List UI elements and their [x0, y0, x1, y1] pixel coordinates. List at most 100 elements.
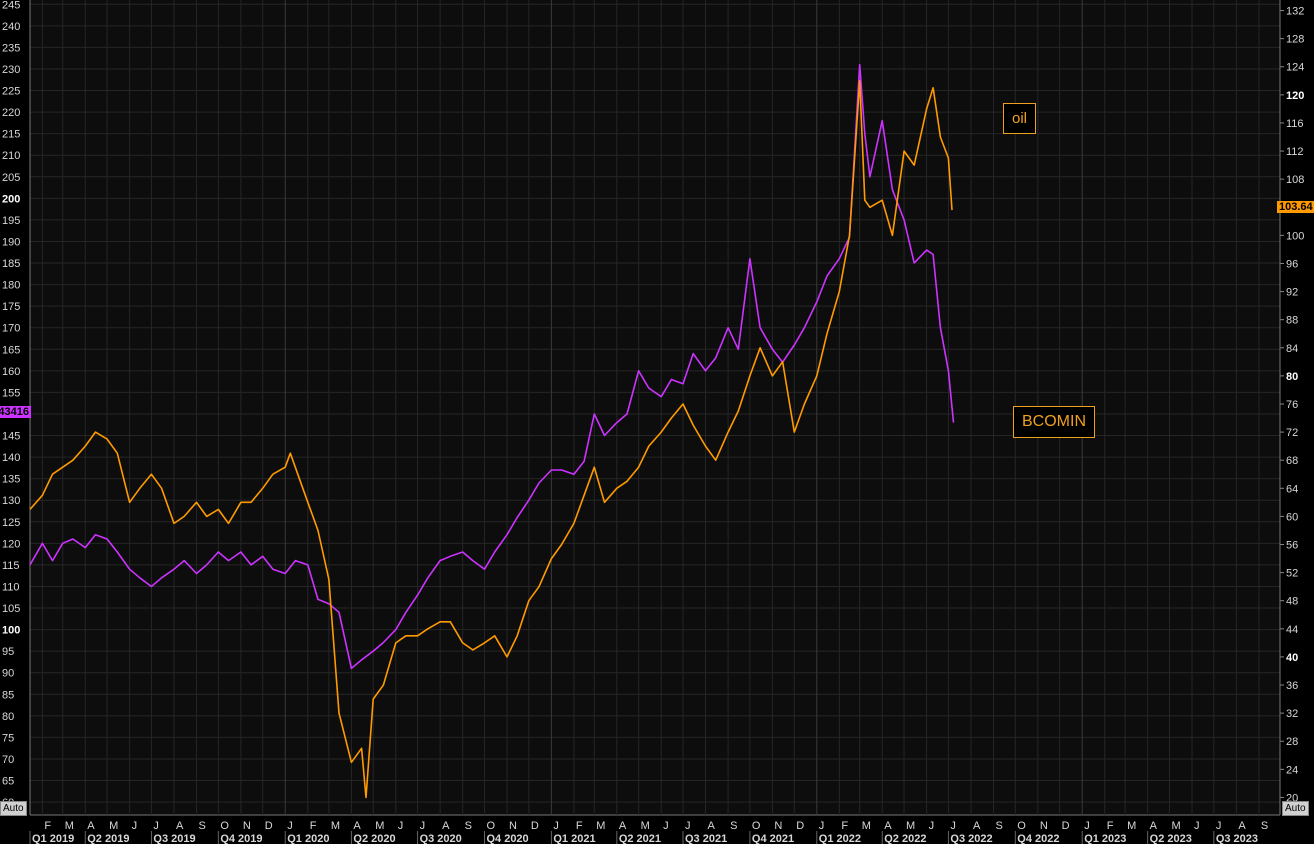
- month-tick-label: J: [663, 820, 669, 832]
- month-tick-label: N: [1040, 820, 1048, 832]
- right-tick-label: 60: [1286, 511, 1298, 523]
- auto-scale-left-button[interactable]: Auto: [0, 801, 27, 816]
- month-tick-label: A: [353, 820, 361, 832]
- legend-bcomin-label: BCOMIN: [1022, 413, 1086, 430]
- month-tick-label: N: [774, 820, 782, 832]
- month-tick-label: F: [1107, 820, 1114, 832]
- month-tick-label: A: [708, 820, 716, 832]
- auto-scale-right-button[interactable]: Auto: [1282, 801, 1309, 816]
- left-tick-label: 245: [2, 0, 20, 11]
- left-tick-label: 195: [2, 215, 20, 227]
- left-tick-label: 235: [2, 42, 20, 54]
- right-tick-label: 116: [1286, 118, 1304, 130]
- oil-series-line: [29, 80, 953, 799]
- left-tick-label: 185: [2, 258, 20, 270]
- quarter-tick-label: Q1 2020: [287, 833, 329, 844]
- quarter-tick-label: Q2 2019: [87, 833, 129, 844]
- month-tick-label: S: [199, 820, 206, 832]
- month-tick-label: A: [884, 820, 892, 832]
- month-tick-label: J: [132, 820, 138, 832]
- month-tick-label: M: [1171, 820, 1180, 832]
- month-tick-label: N: [509, 820, 517, 832]
- month-tick-label: M: [65, 820, 74, 832]
- legend-bcomin[interactable]: BCOMIN: [1013, 406, 1095, 438]
- month-tick-label: O: [1017, 820, 1026, 832]
- left-tick-label: 140: [2, 452, 20, 464]
- right-tick-label: 64: [1286, 483, 1298, 495]
- left-tick-label: 125: [2, 517, 20, 529]
- month-tick-label: S: [1261, 820, 1268, 832]
- left-tick-label: 65: [2, 776, 14, 788]
- left-axis-ticks: 6065707580859095100105110115120125130135…: [2, 0, 20, 809]
- right-tick-label: 96: [1286, 258, 1298, 270]
- month-tick-label: D: [265, 820, 273, 832]
- right-tick-label: 36: [1286, 680, 1298, 692]
- quarter-tick-label: Q3 2023: [1216, 833, 1258, 844]
- month-tick-label: M: [596, 820, 605, 832]
- quarter-tick-label: Q3 2019: [153, 833, 195, 844]
- right-tick-label: 68: [1286, 455, 1298, 467]
- quarter-tick-label: Q3 2022: [950, 833, 992, 844]
- left-tick-label: 220: [2, 107, 20, 119]
- month-tick-label: O: [220, 820, 229, 832]
- left-tick-label: 100: [2, 625, 20, 637]
- right-tick-label: 88: [1286, 315, 1298, 327]
- right-tick-label: 32: [1286, 708, 1298, 720]
- month-tick-label: M: [109, 820, 118, 832]
- month-tick-label: J: [398, 820, 404, 832]
- quarter-tick-label: Q4 2021: [752, 833, 794, 844]
- legend-oil[interactable]: oil: [1003, 103, 1037, 134]
- bcomin-last-value-tag: 143416: [0, 406, 31, 418]
- month-tick-label: A: [619, 820, 627, 832]
- month-tick-label: A: [1238, 820, 1246, 832]
- month-tick-label: M: [1127, 820, 1136, 832]
- month-tick-label: F: [310, 820, 317, 832]
- month-tick-label: A: [1150, 820, 1158, 832]
- month-tick-label: A: [87, 820, 95, 832]
- left-tick-label: 230: [2, 64, 20, 76]
- left-tick-label: 90: [2, 668, 14, 680]
- left-tick-label: 85: [2, 689, 14, 701]
- right-tick-label: 44: [1286, 624, 1298, 636]
- quarter-tick-label: Q2 2023: [1150, 833, 1192, 844]
- left-tick-label: 120: [2, 538, 20, 550]
- month-tick-label: O: [486, 820, 495, 832]
- right-tick-label: 92: [1286, 287, 1298, 299]
- right-tick-label: 80: [1286, 371, 1298, 383]
- month-tick-label: F: [44, 820, 51, 832]
- month-tick-label: J: [1084, 820, 1090, 832]
- month-tick-label: J: [819, 820, 825, 832]
- right-tick-label: 108: [1286, 174, 1304, 186]
- left-tick-label: 75: [2, 732, 14, 744]
- month-tick-label: M: [375, 820, 384, 832]
- left-tick-label: 170: [2, 323, 20, 335]
- right-tick-label: 28: [1286, 736, 1298, 748]
- bcomin-series-line: [29, 63, 955, 670]
- month-tick-label: J: [1216, 820, 1222, 832]
- left-tick-label: 105: [2, 603, 20, 615]
- left-tick-label: 225: [2, 86, 20, 98]
- month-tick-label: J: [1194, 820, 1200, 832]
- quarter-tick-label: Q1 2023: [1084, 833, 1126, 844]
- right-tick-label: 24: [1286, 764, 1298, 776]
- month-tick-label: S: [995, 820, 1002, 832]
- month-tick-label: M: [906, 820, 915, 832]
- x-axis-quarter-ticks: Q1 2019 Q2 2019 Q3 2019 Q4 2019 Q1 2020 Q2 20…: [29, 831, 1258, 844]
- quarter-tick-label: Q3 2020: [420, 833, 462, 844]
- right-tick-label: 72: [1286, 427, 1298, 439]
- right-tick-label: 76: [1286, 399, 1298, 411]
- quarter-tick-label: Q1 2021: [553, 833, 595, 844]
- quarter-tick-label: Q4 2020: [486, 833, 528, 844]
- left-tick-label: 130: [2, 495, 20, 507]
- month-tick-label: A: [973, 820, 981, 832]
- right-tick-label: 128: [1286, 34, 1304, 46]
- quarter-tick-label: Q2 2022: [884, 833, 926, 844]
- month-tick-label: J: [287, 820, 293, 832]
- left-tick-label: 205: [2, 172, 20, 184]
- quarter-tick-label: Q2 2020: [353, 833, 395, 844]
- quarter-tick-label: Q3 2021: [685, 833, 727, 844]
- left-tick-label: 95: [2, 646, 14, 658]
- month-tick-label: D: [531, 820, 539, 832]
- month-tick-label: M: [331, 820, 340, 832]
